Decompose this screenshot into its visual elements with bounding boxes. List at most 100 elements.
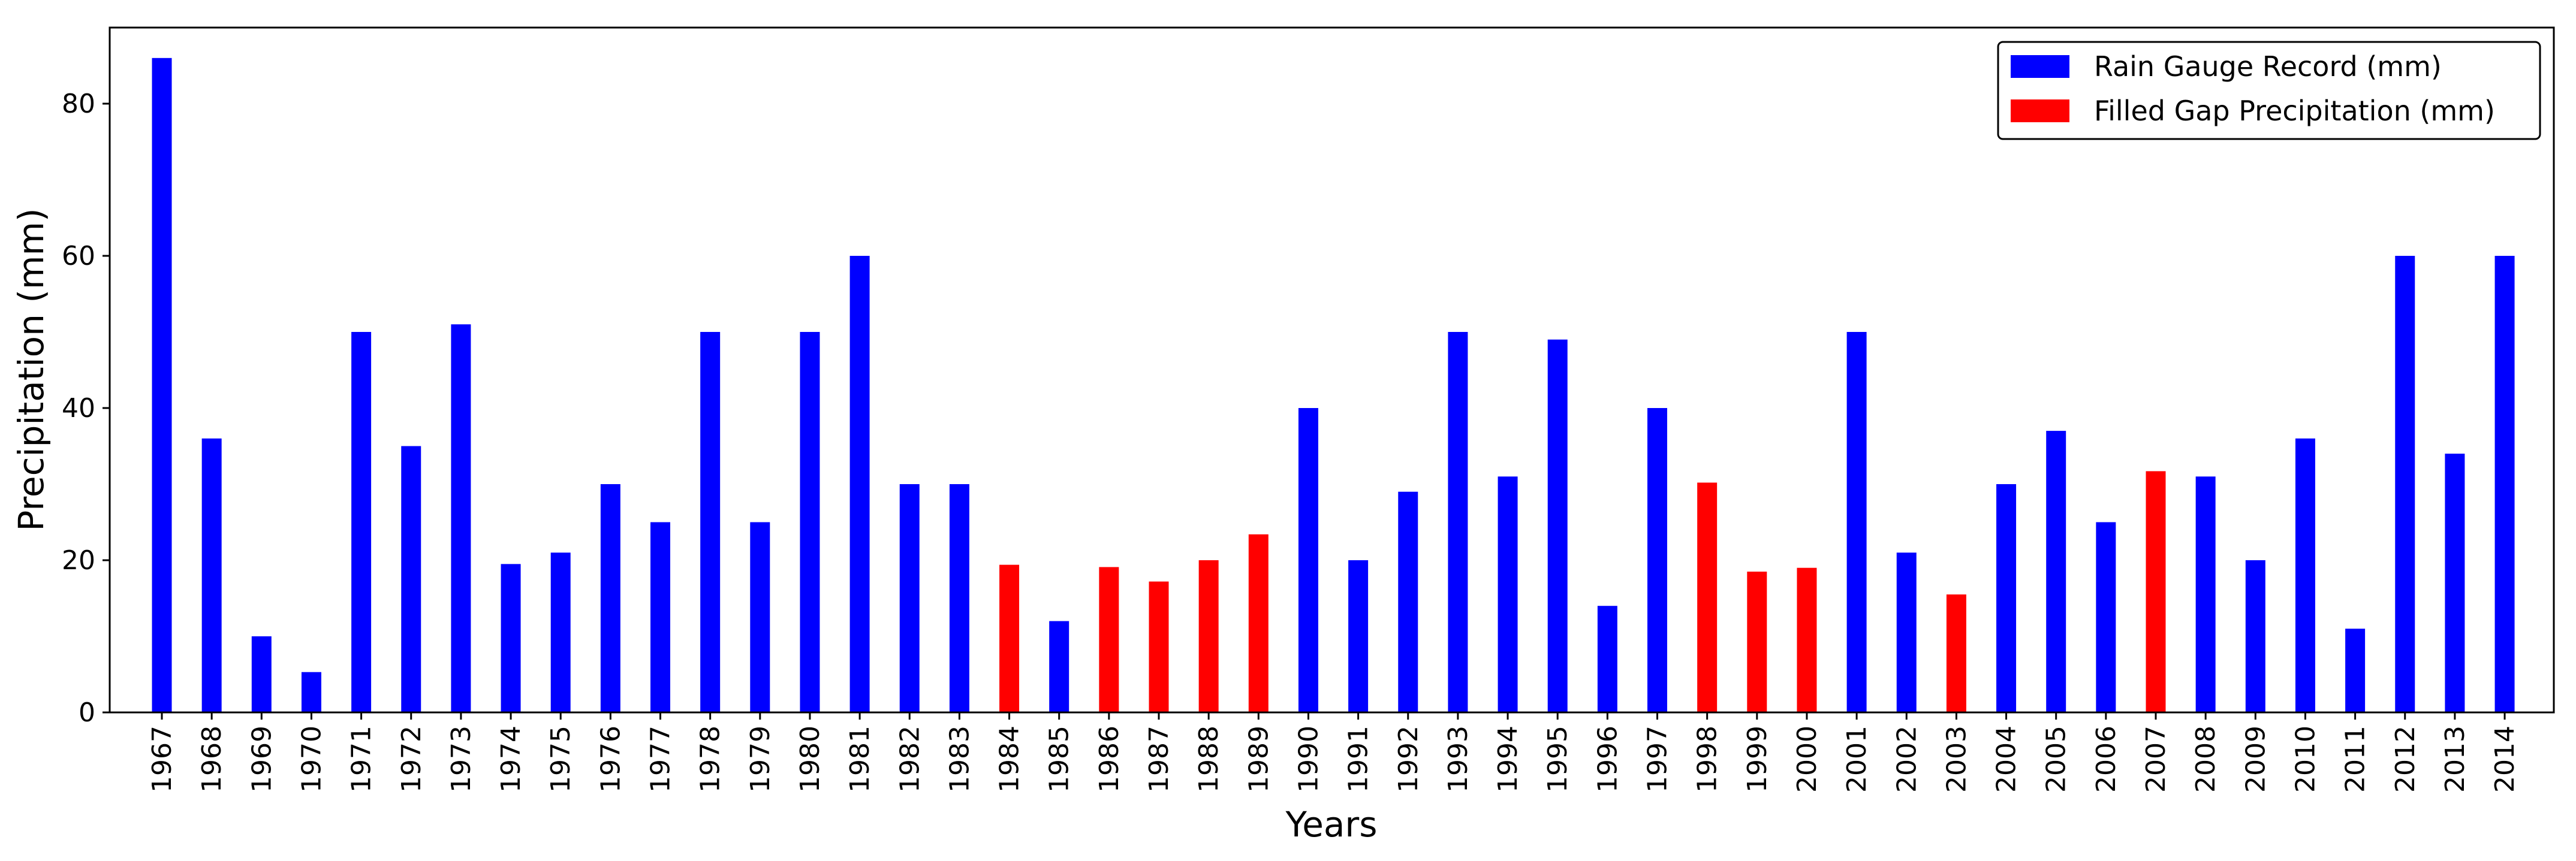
bar-1999 bbox=[1747, 572, 1767, 712]
plot-frame bbox=[109, 26, 2555, 714]
x-tick-label: 2000 bbox=[1792, 726, 1822, 793]
x-tick-label: 1980 bbox=[795, 726, 825, 793]
bars-group bbox=[152, 58, 2515, 712]
legend-swatch-rain-gauge bbox=[2011, 55, 2069, 78]
x-tick-label: 1998 bbox=[1692, 726, 1723, 793]
bar-2009 bbox=[2245, 560, 2265, 712]
x-tick-label: 1973 bbox=[446, 726, 477, 793]
bar-2011 bbox=[2345, 629, 2366, 712]
bar-1976 bbox=[600, 484, 620, 712]
x-tick-label: 2008 bbox=[2191, 726, 2221, 793]
x-tick-label: 1968 bbox=[197, 726, 227, 793]
bar-1978 bbox=[700, 332, 721, 712]
bar-1975 bbox=[550, 552, 571, 712]
x-tick-label: 1990 bbox=[1293, 726, 1324, 793]
bar-1973 bbox=[451, 324, 471, 712]
bar-2010 bbox=[2295, 438, 2315, 712]
bar-1991 bbox=[1348, 560, 1369, 712]
bar-1989 bbox=[1248, 534, 1269, 712]
x-tick-label: 2004 bbox=[1991, 726, 2022, 793]
bar-1992 bbox=[1398, 491, 1418, 712]
y-tick-label: 80 bbox=[62, 89, 95, 119]
y-tick-label: 40 bbox=[62, 393, 95, 424]
bar-1980 bbox=[800, 332, 820, 712]
bar-1983 bbox=[949, 484, 969, 712]
bar-1988 bbox=[1198, 560, 1219, 712]
x-tick-label: 2003 bbox=[1941, 726, 1972, 793]
x-tick-label: 2007 bbox=[2141, 726, 2171, 793]
bar-1981 bbox=[849, 256, 870, 712]
x-tick-label: 1996 bbox=[1592, 726, 1623, 793]
bar-2012 bbox=[2395, 256, 2415, 712]
x-tick-label: 1993 bbox=[1443, 726, 1474, 793]
x-tick-label: 1984 bbox=[995, 726, 1025, 793]
x-tick-label: 1967 bbox=[147, 726, 177, 793]
bar-2014 bbox=[2494, 256, 2515, 712]
bar-1984 bbox=[999, 564, 1020, 712]
bar-1969 bbox=[251, 636, 272, 712]
legend: Rain Gauge Record (mm) Filled Gap Precip… bbox=[1997, 41, 2541, 140]
y-tick-label: 60 bbox=[62, 241, 95, 271]
x-tick-label: 2005 bbox=[2041, 726, 2072, 793]
y-axis-title: Precipitation (mm) bbox=[11, 208, 52, 531]
x-tick-label: 1972 bbox=[396, 726, 427, 793]
x-tick-label: 1969 bbox=[246, 726, 277, 793]
bar-1982 bbox=[899, 484, 920, 712]
x-tick-label: 2014 bbox=[2490, 726, 2520, 793]
x-tick-label: 1974 bbox=[496, 726, 526, 793]
x-tick-label: 1970 bbox=[296, 726, 327, 793]
legend-label-filled-gap: Filled Gap Precipitation (mm) bbox=[2094, 95, 2495, 127]
bar-2005 bbox=[2046, 431, 2066, 712]
bar-2007 bbox=[2146, 471, 2166, 712]
x-tick-label: 1995 bbox=[1542, 726, 1573, 793]
x-tick-label: 1985 bbox=[1044, 726, 1075, 793]
bar-1994 bbox=[1498, 476, 1518, 712]
bar-1996 bbox=[1597, 606, 1617, 712]
x-tick-label: 1977 bbox=[646, 726, 676, 793]
bar-2013 bbox=[2445, 454, 2465, 712]
x-tick-label: 2002 bbox=[1891, 726, 1922, 793]
x-tick-label: 1975 bbox=[546, 726, 576, 793]
x-tick-label: 1978 bbox=[695, 726, 726, 793]
x-tick-label: 1986 bbox=[1094, 726, 1125, 793]
x-axis-ticks: 1967 1968 1969 1970 1971 1972 1973 1974 1975 1976… bbox=[147, 712, 2520, 793]
bar-2006 bbox=[2096, 522, 2116, 712]
bar-1968 bbox=[201, 438, 222, 712]
x-tick-label: 1971 bbox=[347, 726, 377, 793]
x-tick-label: 2009 bbox=[2240, 726, 2271, 793]
y-tick-label: 20 bbox=[62, 545, 95, 576]
x-tick-label: 1992 bbox=[1393, 726, 1424, 793]
x-tick-label: 2013 bbox=[2440, 726, 2470, 793]
bar-1986 bbox=[1099, 567, 1119, 712]
x-tick-label: 1979 bbox=[745, 726, 776, 793]
legend-frame bbox=[1997, 41, 2541, 140]
x-tick-label: 1994 bbox=[1493, 726, 1523, 793]
legend-swatch-filled-gap bbox=[2011, 99, 2069, 122]
x-tick-label: 1983 bbox=[944, 726, 975, 793]
bar-1995 bbox=[1547, 339, 1568, 712]
x-tick-label: 1997 bbox=[1643, 726, 1673, 793]
x-tick-label: 1981 bbox=[845, 726, 875, 793]
x-tick-label: 2012 bbox=[2390, 726, 2421, 793]
x-tick-label: 2011 bbox=[2340, 726, 2371, 793]
bar-1967 bbox=[152, 58, 172, 712]
bar-1972 bbox=[401, 446, 421, 712]
bar-1987 bbox=[1149, 581, 1169, 712]
y-tick-label: 0 bbox=[79, 697, 95, 728]
x-tick-label: 1991 bbox=[1343, 726, 1374, 793]
y-axis-ticks: 0 20 40 60 80 bbox=[62, 89, 110, 728]
bar-1971 bbox=[351, 332, 372, 712]
bar-1997 bbox=[1647, 408, 1667, 712]
bar-1970 bbox=[301, 672, 321, 712]
bar-2000 bbox=[1797, 567, 1817, 712]
bar-1974 bbox=[501, 564, 521, 712]
bar-1977 bbox=[650, 522, 670, 712]
bar-2001 bbox=[1846, 332, 1867, 712]
bar-2003 bbox=[1946, 594, 1966, 712]
legend-label-rain-gauge: Rain Gauge Record (mm) bbox=[2094, 50, 2442, 83]
bar-2004 bbox=[1996, 484, 2017, 712]
x-tick-label: 2001 bbox=[1842, 726, 1872, 793]
bar-1979 bbox=[750, 522, 770, 712]
x-tick-label: 2006 bbox=[2091, 726, 2122, 793]
